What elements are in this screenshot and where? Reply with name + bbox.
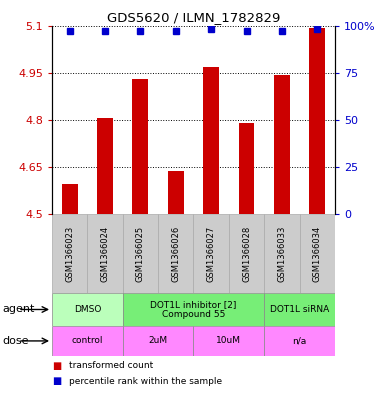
Text: GSM1366027: GSM1366027 xyxy=(207,225,216,282)
Text: n/a: n/a xyxy=(293,336,307,345)
Bar xyxy=(264,326,335,356)
Text: 2uM: 2uM xyxy=(149,336,167,345)
Bar xyxy=(229,214,264,293)
Bar xyxy=(123,214,158,293)
Text: 10uM: 10uM xyxy=(216,336,241,345)
Text: ■: ■ xyxy=(52,376,61,386)
Text: DOT1L inhibitor [2]
Compound 55: DOT1L inhibitor [2] Compound 55 xyxy=(150,300,237,319)
Text: control: control xyxy=(72,336,103,345)
Bar xyxy=(158,214,193,293)
Bar xyxy=(193,326,264,356)
Text: transformed count: transformed count xyxy=(69,361,154,370)
Title: GDS5620 / ILMN_1782829: GDS5620 / ILMN_1782829 xyxy=(107,11,280,24)
Bar xyxy=(123,293,264,326)
Bar xyxy=(203,67,219,214)
Bar xyxy=(264,293,335,326)
Bar xyxy=(309,28,325,214)
Text: percentile rank within the sample: percentile rank within the sample xyxy=(69,376,223,386)
Bar xyxy=(87,214,123,293)
Text: DMSO: DMSO xyxy=(74,305,101,314)
Bar xyxy=(52,326,123,356)
Text: GSM1366034: GSM1366034 xyxy=(313,225,322,282)
Text: GSM1366033: GSM1366033 xyxy=(277,225,286,282)
Bar xyxy=(62,184,78,214)
Bar xyxy=(52,214,87,293)
Bar xyxy=(123,326,193,356)
Bar xyxy=(132,79,148,214)
Text: agent: agent xyxy=(2,305,34,314)
Bar xyxy=(168,171,184,214)
Text: GSM1366026: GSM1366026 xyxy=(171,225,180,282)
Text: GSM1366024: GSM1366024 xyxy=(100,226,110,281)
Text: GSM1366023: GSM1366023 xyxy=(65,225,74,282)
Text: GSM1366028: GSM1366028 xyxy=(242,225,251,282)
Text: ■: ■ xyxy=(52,360,61,371)
Bar xyxy=(264,214,300,293)
Bar xyxy=(239,123,254,214)
Bar xyxy=(193,214,229,293)
Bar xyxy=(300,214,335,293)
Bar xyxy=(274,75,290,214)
Text: DOT1L siRNA: DOT1L siRNA xyxy=(270,305,329,314)
Text: GSM1366025: GSM1366025 xyxy=(136,226,145,281)
Bar xyxy=(97,118,113,214)
Bar xyxy=(52,293,123,326)
Text: dose: dose xyxy=(2,336,28,346)
